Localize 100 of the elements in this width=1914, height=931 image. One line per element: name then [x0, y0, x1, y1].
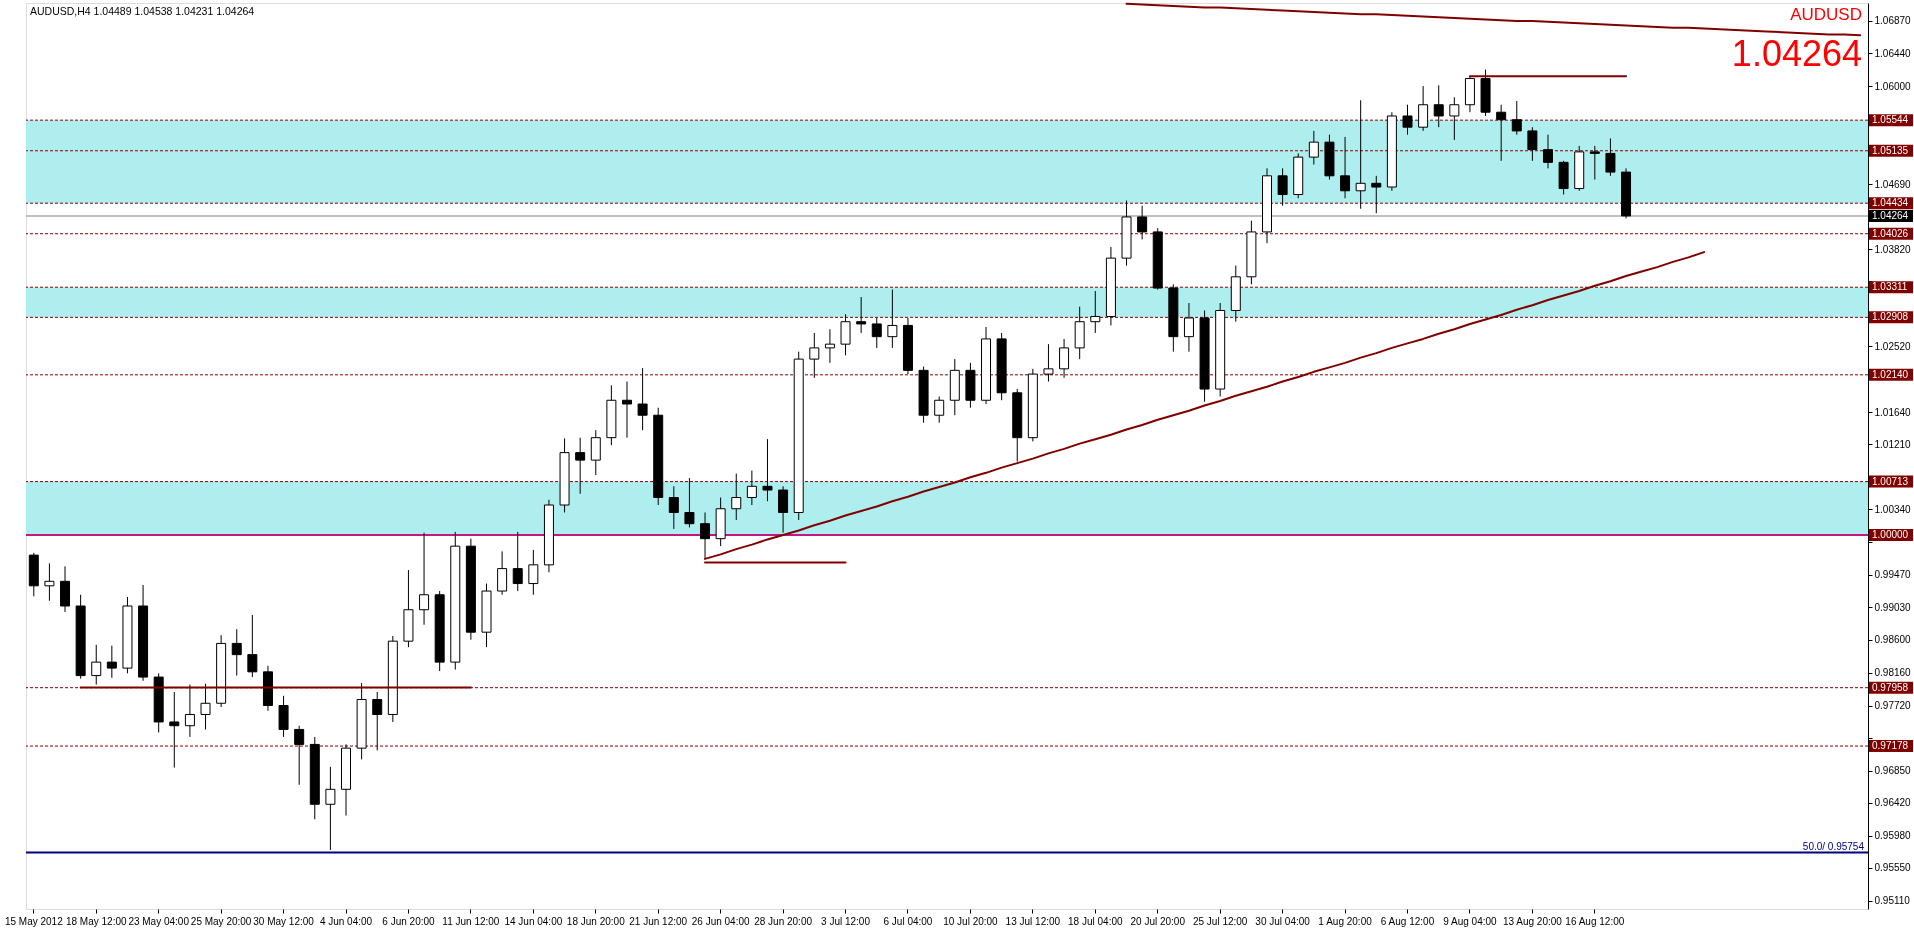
candlestick [1183, 302, 1194, 353]
x-tick-label: 25 May 20:00 [190, 915, 252, 927]
candlestick [1308, 130, 1319, 166]
x-tick-label: 23 May 04:00 [128, 915, 190, 927]
ref-line-label: 0.97178 [1872, 740, 1909, 752]
x-tick-label: 18 May 12:00 [65, 915, 127, 927]
y-tick-label: 1.03820 [1874, 243, 1912, 255]
candlestick [1340, 136, 1351, 199]
chart-title: AUDUSD,H4 1.04489 1.04538 1.04231 1.04264 [30, 5, 255, 17]
x-tick-label: 18 Jun 20:00 [566, 915, 626, 927]
candlestick [1355, 99, 1366, 210]
candlestick [637, 367, 648, 431]
candlestick [325, 766, 336, 851]
candlestick [1371, 175, 1382, 214]
candlestick [871, 317, 882, 349]
candlestick [91, 644, 102, 686]
candlestick [746, 470, 757, 506]
candlestick [778, 485, 789, 534]
y-tick-label: 0.99470 [1874, 569, 1912, 581]
ref-line-label: 1.00000 [1872, 528, 1909, 540]
y-tick-label: 1.01210 [1874, 438, 1912, 450]
candlestick [1527, 126, 1538, 162]
line-series [1125, 2, 1862, 37]
candlestick [372, 691, 383, 751]
x-tick-label: 1 Aug 20:00 [1318, 915, 1373, 927]
x-tick-label: 18 Jul 04:00 [1068, 915, 1123, 927]
candlestick [528, 549, 539, 596]
candlestick [1542, 134, 1553, 169]
candlestick [497, 550, 508, 596]
x-tick-label: 16 Aug 12:00 [1565, 915, 1625, 927]
candlestick [887, 289, 898, 349]
candlestick [1449, 96, 1460, 141]
candlestick [1059, 338, 1070, 379]
y-tick-label: 0.99030 [1874, 602, 1912, 613]
ref-line-label: 1.02908 [1872, 311, 1909, 323]
annotation: AUDUSD [1790, 5, 1862, 24]
candlestick [1137, 205, 1148, 240]
y-tick-label: 1.06440 [1874, 47, 1912, 59]
ref-line-label: 1.05135 [1872, 144, 1909, 156]
x-tick-label: 10 Jul 20:00 [943, 915, 999, 927]
candlestick [1402, 104, 1413, 136]
y-tick-label: 0.97720 [1874, 700, 1912, 712]
ref-line-label: 1.04264 [1872, 209, 1909, 221]
ref-line-label: 1.04434 [1872, 197, 1909, 209]
candlestick [512, 531, 523, 592]
x-tick-label: 6 Aug 12:00 [1380, 915, 1435, 927]
candlestick [731, 473, 742, 521]
y-tick-label: 1.06870 [1874, 15, 1912, 27]
candlestick [684, 477, 695, 528]
x-tick-label: 6 Jun 20:00 [382, 915, 436, 927]
candlestick [294, 725, 305, 786]
y-tick-label: 1.06000 [1874, 80, 1912, 92]
ref-line-label: 1.04026 [1872, 227, 1909, 239]
x-tick-label: 9 Aug 04:00 [1443, 915, 1498, 927]
candlestick [1090, 290, 1101, 334]
y-tick-label: 1.04690 [1874, 178, 1912, 190]
candlestick [1496, 104, 1507, 162]
candlestick [1589, 145, 1600, 181]
candlestick [231, 628, 242, 677]
y-tick-label: 0.96850 [1874, 765, 1912, 777]
x-tick-label: 13 Aug 20:00 [1502, 915, 1563, 927]
y-tick-label: 0.98160 [1874, 667, 1912, 679]
candlestick [668, 485, 679, 530]
ref-line-label: 1.05544 [1872, 114, 1909, 126]
x-tick-label: 6 Jul 04:00 [883, 915, 933, 927]
x-tick-label: 4 Jun 04:00 [319, 915, 373, 927]
candlestick [856, 296, 867, 334]
x-tick-label: 3 Jul 12:00 [821, 915, 871, 927]
y-tick-label: 0.95550 [1874, 862, 1912, 874]
candlestick [44, 562, 55, 602]
x-tick-label: 11 Jun 12:00 [442, 915, 500, 927]
ref-line-label: 0.97958 [1872, 681, 1909, 693]
candlestick [934, 396, 945, 424]
x-tick-label: 14 Jun 04:00 [504, 915, 563, 927]
ref-line-label: 1.03311 [1872, 281, 1908, 293]
candlestick [200, 683, 211, 730]
candlestick [1418, 85, 1429, 132]
candlestick [419, 532, 430, 626]
candlestick [590, 429, 601, 476]
x-tick-label: 26 Jun 04:00 [691, 915, 750, 927]
candlestick [1605, 137, 1616, 177]
candlestick [278, 695, 289, 738]
candlestick [1043, 343, 1054, 383]
y-tick-label: 1.00340 [1874, 503, 1912, 515]
candlestick [169, 691, 180, 769]
x-tick-label: 28 Jun 20:00 [754, 915, 813, 927]
candlestick [184, 684, 195, 738]
candlestick [840, 313, 851, 356]
y-tick-label: 1.02520 [1874, 340, 1912, 352]
candlestick [700, 511, 711, 560]
candlestick [1511, 100, 1522, 136]
y-tick-label: 0.98600 [1874, 634, 1912, 646]
x-tick-label: 13 Jul 12:00 [1005, 915, 1061, 927]
x-tick-label: 20 Jul 20:00 [1130, 915, 1186, 927]
annotation: 50.0/ 0.95754 [1802, 840, 1865, 852]
ref-line-label: 1.00713 [1872, 475, 1909, 487]
y-tick-label: 0.96420 [1874, 797, 1912, 809]
x-tick-label: 25 Jul 12:00 [1192, 915, 1248, 927]
candlestick [824, 328, 835, 364]
annotation: 1.04264 [1731, 33, 1862, 74]
